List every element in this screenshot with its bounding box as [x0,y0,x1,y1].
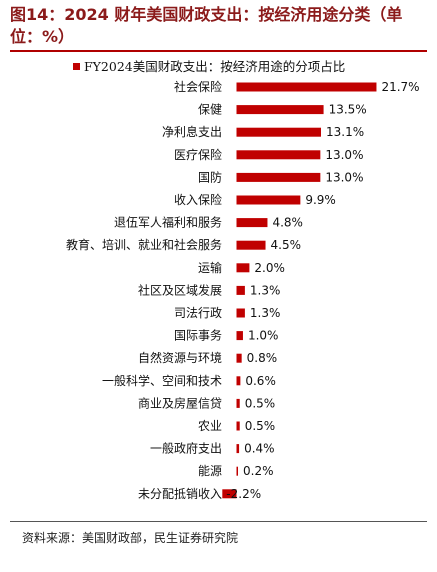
category-label: 商业及房屋信贷 [138,395,222,410]
value-label: 0.4% [244,442,275,456]
value-label: 0.8% [247,351,278,365]
bar [236,421,240,431]
category-label: 收入保险 [174,192,222,207]
value-label: 2.0% [254,261,285,275]
category-label: 医疗保险 [174,147,222,162]
value-label: 13.1% [326,125,364,139]
source-divider [10,521,427,522]
category-label: 运输 [198,260,222,275]
bar [236,150,321,160]
bar [236,376,241,386]
source-note: 资料来源：美国财政部，民生证券研究院 [22,531,239,545]
title-divider [10,50,427,52]
category-label: 农业 [198,419,222,433]
category-label: 自然资源与环境 [138,350,222,365]
value-label: 0.5% [245,419,276,433]
category-label: 未分配抵销收入 [138,487,222,501]
bar [236,172,321,182]
category-label: 国防 [198,169,222,184]
value-label: 4.8% [272,216,303,230]
category-label: 一般科学、空间和技术 [102,373,222,388]
category-label: 社区及区域发展 [138,282,222,297]
bar [236,105,324,115]
value-label: 13.0% [325,170,363,184]
bar [236,82,377,92]
category-label: 社会保险 [174,79,222,94]
value-label: 13.5% [329,103,367,117]
bar [236,195,301,205]
value-label: -2.2% [226,487,261,501]
category-label: 教育、培训、就业和社会服务 [66,237,222,252]
value-label: 1.3% [250,283,281,297]
value-label: 13.0% [325,148,363,162]
bar [222,489,237,499]
value-label: 0.2% [243,464,274,478]
bar [236,127,321,137]
bar [236,240,266,250]
value-label: 9.9% [305,193,336,207]
chart-title: 图14：2024 财年美国财政支出：按经济用途分类（单位：%） [10,5,403,46]
value-label: 0.5% [245,396,276,410]
value-label: 4.5% [271,238,302,252]
bar [236,263,250,273]
bar [236,308,245,318]
legend-swatch [73,63,80,70]
bar [236,353,242,363]
value-label: 1.3% [250,306,281,320]
bar [236,218,268,228]
category-label: 退伍军人福利和服务 [114,215,222,230]
bar [236,285,245,295]
legend-label: FY2024美国财政支出：按经济用途的分项占比 [84,59,345,74]
bar-chart: FY2024美国财政支出：按经济用途的分项占比 社会保险 21.7% 保健 13.5%… [66,59,420,501]
category-label: 国际事务 [174,328,222,343]
bar [236,398,240,408]
value-label: 21.7% [381,80,419,94]
bar [236,331,243,341]
category-label: 保健 [198,103,222,117]
category-label: 司法行政 [174,306,222,320]
bar [236,444,240,454]
value-label: 0.6% [245,374,276,388]
category-label: 能源 [198,464,222,478]
category-label: 一般政府支出 [150,441,222,456]
value-label: 1.0% [248,329,279,343]
category-label: 净利息支出 [162,124,222,139]
bar [236,466,238,476]
